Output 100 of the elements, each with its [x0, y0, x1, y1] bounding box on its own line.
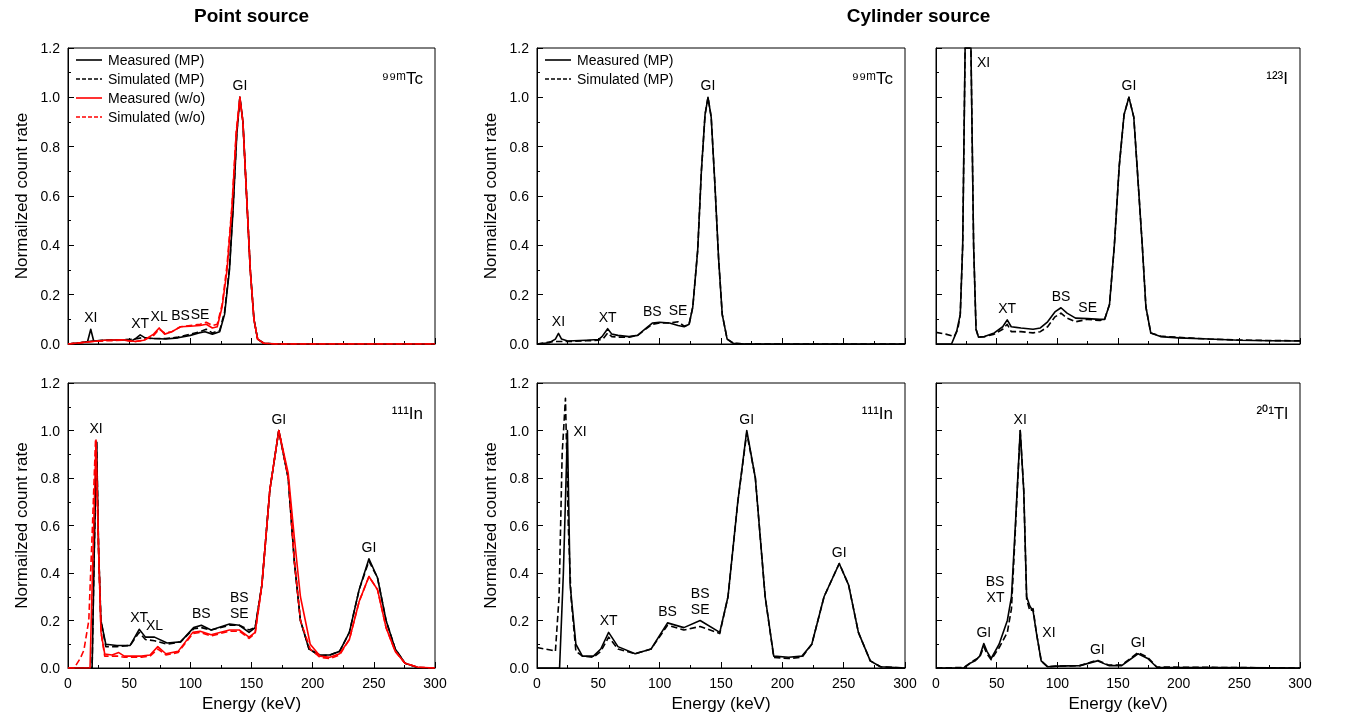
- annotation: XI: [1042, 624, 1056, 641]
- annotation: GI: [361, 538, 377, 555]
- annotation: XI: [84, 309, 98, 326]
- y-tick-label: 0.6: [40, 517, 61, 534]
- y-tick-label: 1.0: [509, 89, 530, 106]
- annotation: GI: [232, 77, 248, 94]
- annotation: XT: [598, 308, 618, 325]
- y-tick-label: 1.2: [509, 375, 530, 391]
- annotation: BS: [1051, 287, 1071, 304]
- y-tick-label: 0.8: [509, 470, 530, 486]
- y-tick-label: 0.2: [40, 612, 61, 629]
- y-tick-label: 1.0: [40, 89, 61, 106]
- annotation: XI: [573, 422, 587, 439]
- annotation: ¹¹¹In: [391, 404, 424, 423]
- x-tick-label: 250: [831, 675, 856, 691]
- annotation: XL: [150, 307, 168, 324]
- y-tick-label: 0.6: [509, 188, 530, 204]
- annotation: ²⁰¹Tl: [1256, 404, 1288, 423]
- x-tick-label: 300: [1288, 675, 1312, 691]
- y-axis-title: Normailzed count rate: [11, 112, 31, 280]
- annotation: GI: [976, 623, 992, 640]
- annotation: SE: [668, 301, 688, 318]
- annotation: GI: [700, 77, 716, 94]
- annotation: XI: [551, 313, 566, 330]
- legend-label: Simulated (w/o): [108, 109, 206, 125]
- x-tick-label: 150: [709, 675, 733, 691]
- annotation: GI: [831, 543, 847, 560]
- legend-label: Measured (MP): [108, 52, 205, 68]
- annotation: ¹²³I: [1266, 69, 1289, 88]
- annotation: SE: [190, 305, 210, 322]
- x-axis-title: Energy (keV): [201, 693, 302, 713]
- annotation: BS: [658, 602, 677, 619]
- y-tick-label: 0.8: [40, 470, 61, 486]
- y-tick-label: 0.4: [40, 565, 61, 581]
- annotation: SE: [229, 605, 249, 622]
- annotation: ⁹⁹ᵐTc: [851, 69, 894, 88]
- annotation: BS: [690, 584, 710, 601]
- annotation: BS: [171, 306, 190, 323]
- annotation: SE: [1078, 298, 1098, 315]
- y-axis-title: Normailzed count rate: [11, 442, 31, 609]
- y-tick-label: 0.8: [509, 138, 530, 155]
- annotation: BS: [229, 589, 249, 606]
- x-tick-label: 200: [770, 675, 795, 691]
- x-tick-label: 150: [239, 675, 264, 691]
- y-tick-label: 0.0: [40, 660, 61, 676]
- annotation: XT: [599, 612, 619, 629]
- annotation: XT: [986, 588, 1005, 605]
- annotation: XI: [1013, 410, 1027, 427]
- x-tick-label: 0: [932, 675, 941, 691]
- x-tick-label: 50: [590, 675, 607, 691]
- legend-label: Measured (MP): [577, 52, 674, 68]
- x-tick-label: 0: [533, 675, 542, 691]
- annotation: ¹¹¹In: [861, 404, 894, 423]
- x-tick-label: 200: [300, 675, 325, 691]
- annotation: XI: [89, 420, 103, 436]
- annotation: GI: [1130, 633, 1146, 650]
- y-tick-label: 0.0: [509, 660, 530, 676]
- x-tick-label: 200: [1166, 675, 1191, 691]
- y-tick-label: 0.4: [509, 237, 530, 254]
- annotation: BS: [642, 303, 662, 320]
- y-tick-label: 1.0: [509, 422, 530, 439]
- y-tick-label: 0.2: [509, 612, 530, 629]
- y-tick-label: 0.4: [509, 565, 530, 581]
- annotation: XI: [976, 54, 991, 70]
- chart-title: Point source: [192, 5, 311, 27]
- annotation: XT: [998, 299, 1017, 316]
- y-tick-label: 1.2: [509, 40, 530, 56]
- x-axis-title: Energy (keV): [1068, 693, 1168, 713]
- x-tick-label: 250: [362, 675, 386, 691]
- y-axis-title: Normailzed count rate: [480, 112, 500, 280]
- y-tick-label: 0.4: [40, 237, 61, 254]
- annotation: XT: [131, 314, 150, 331]
- y-axis-title: Normailzed count rate: [480, 442, 500, 609]
- x-tick-label: 100: [647, 675, 672, 691]
- y-tick-label: 1.0: [40, 422, 61, 439]
- x-tick-label: 250: [1227, 675, 1252, 691]
- annotation: SE: [690, 600, 710, 617]
- legend-label: Measured (w/o): [108, 90, 206, 106]
- annotation: BS: [985, 572, 1005, 589]
- annotation: GI: [271, 410, 287, 427]
- y-tick-label: 0.0: [40, 336, 61, 352]
- x-tick-label: 150: [1106, 675, 1130, 691]
- x-tick-label: 0: [64, 675, 73, 691]
- chart-title: Cylinder source: [845, 5, 992, 27]
- y-tick-label: 0.2: [509, 286, 530, 303]
- annotation: GI: [1121, 77, 1137, 94]
- annotation: GI: [1089, 640, 1105, 657]
- x-tick-label: 50: [121, 675, 138, 691]
- y-tick-label: 1.2: [40, 40, 61, 56]
- x-tick-label: 50: [988, 675, 1005, 691]
- y-tick-label: 0.2: [40, 286, 61, 303]
- x-tick-label: 100: [1045, 675, 1070, 691]
- legend-label: Simulated (MP): [108, 71, 205, 87]
- y-tick-label: 0.8: [40, 138, 61, 155]
- y-tick-label: 0.0: [509, 336, 530, 352]
- x-tick-label: 300: [423, 675, 447, 691]
- y-tick-label: 0.6: [509, 517, 530, 534]
- x-tick-label: 100: [178, 675, 203, 691]
- legend-label: Simulated (MP): [577, 71, 674, 87]
- annotation: ⁹⁹ᵐTc: [381, 69, 424, 88]
